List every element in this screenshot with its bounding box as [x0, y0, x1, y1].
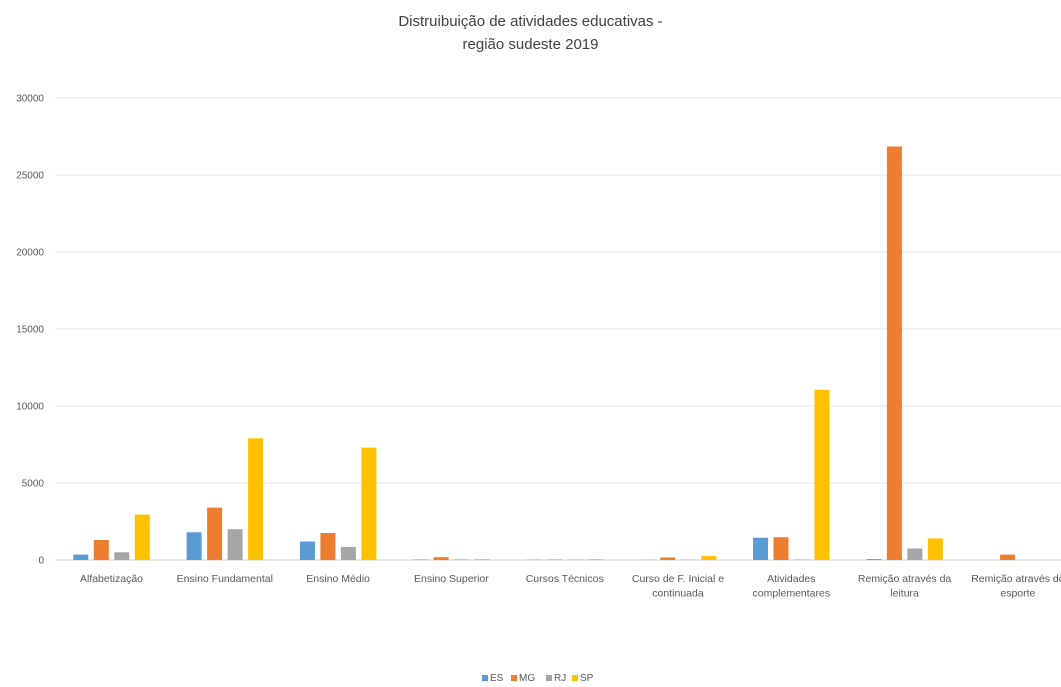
bar-mg-4 [547, 559, 562, 560]
bar-rj-2 [340, 546, 356, 560]
bar-sp-3 [474, 559, 490, 560]
bar-rj-0 [114, 552, 130, 560]
legend-label-sp: SP [580, 673, 594, 684]
legend-swatch-es [482, 675, 488, 681]
bar-rj-1 [227, 529, 243, 560]
y-tick-label: 20000 [16, 248, 44, 259]
bar-es-2 [299, 541, 315, 560]
category-label: Remição através da [858, 573, 952, 585]
bar-sp-1 [248, 438, 264, 560]
legend-swatch-rj [546, 675, 552, 681]
category-label: Ensino Superior [414, 573, 489, 585]
category-label: Atividades [767, 573, 815, 585]
bar-rj-4 [567, 559, 583, 560]
bar-mg-0 [93, 540, 109, 560]
bar-mg-3 [433, 557, 449, 560]
chart-title-line-1: Distruibuição de atividades educativas - [398, 13, 663, 30]
bar-rj-6 [794, 559, 809, 560]
legend-swatch-mg [511, 675, 517, 681]
legend-label-mg: MG [519, 673, 535, 684]
chart-title: Distruibuição de atividades educativas -… [0, 10, 1061, 56]
category-label: Ensino Médio [306, 573, 370, 585]
bar-es-1 [186, 532, 202, 560]
bar-sp-2 [361, 447, 377, 560]
y-axis-ticks: 0 5000 10000 15000 20000 25000 30000 [16, 94, 44, 567]
bar-es-0 [73, 554, 89, 560]
category-label: Alfabetização [80, 573, 143, 585]
bar-mg-5 [660, 557, 676, 560]
bar-es-6 [753, 537, 768, 560]
category-label: leitura [890, 588, 919, 600]
bars [73, 146, 1016, 560]
category-label: Ensino Fundamental [177, 573, 273, 585]
chart-title-line-2: região sudeste 2019 [462, 36, 599, 53]
category-label: Remição através do [971, 573, 1061, 585]
bar-rj-7 [907, 548, 923, 560]
y-tick-label: 10000 [16, 402, 44, 413]
bar-sp-4 [588, 559, 603, 560]
bar-sp-0 [134, 514, 150, 560]
bar-es-7 [866, 559, 882, 560]
bar-sp-6 [814, 389, 830, 560]
legend-label-es: ES [490, 673, 504, 684]
gridlines [55, 97, 1061, 561]
bar-mg-7 [886, 146, 902, 560]
bar-mg-2 [320, 533, 336, 560]
bar-mg-6 [773, 537, 789, 560]
legend: ES MG RJ SP [482, 673, 594, 684]
category-label: Cursos Técnicos [526, 573, 604, 585]
category-label: esporte [1000, 588, 1035, 600]
category-label: complementares [752, 588, 830, 600]
category-label: Curso de F. Inicial e [632, 573, 724, 585]
y-tick-label: 5000 [22, 479, 45, 490]
y-tick-label: 25000 [16, 171, 44, 182]
bar-mg-8 [1000, 554, 1016, 560]
legend-swatch-sp [572, 675, 578, 681]
x-axis-labels: Alfabetização Ensino Fundamental Ensino Mé… [80, 573, 1061, 600]
y-tick-label: 15000 [16, 325, 44, 336]
bar-sp-7 [927, 538, 943, 560]
category-label: continuada [652, 588, 704, 600]
bar-mg-1 [207, 507, 223, 560]
y-tick-label: 0 [38, 556, 44, 567]
bar-rj-3 [454, 559, 470, 560]
legend-label-rj: RJ [554, 673, 566, 684]
y-tick-label: 30000 [16, 94, 44, 105]
bar-sp-5 [701, 556, 717, 560]
bar-es-3 [413, 559, 429, 560]
